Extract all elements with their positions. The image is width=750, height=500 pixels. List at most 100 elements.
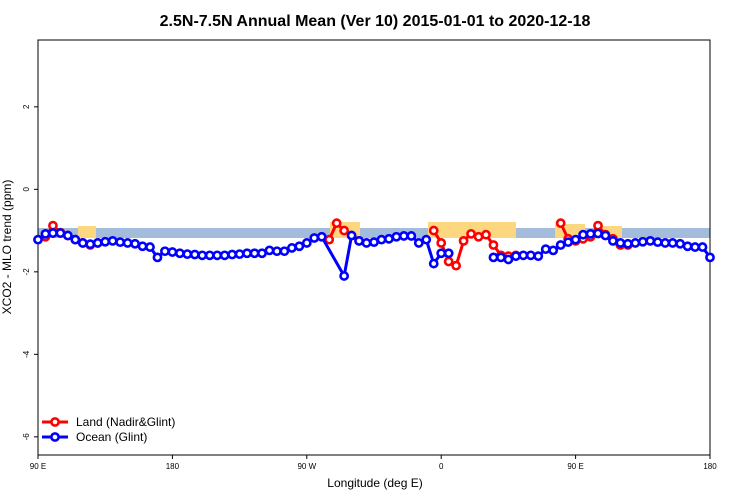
data-point bbox=[622, 238, 633, 249]
data-point bbox=[174, 248, 185, 259]
data-point bbox=[324, 234, 335, 245]
x-axis-label: Longitude (deg E) bbox=[327, 476, 422, 490]
x-tick-label: 90 E bbox=[30, 462, 46, 471]
data-point bbox=[563, 237, 574, 248]
data-point bbox=[339, 271, 350, 281]
data-point bbox=[242, 248, 252, 259]
data-point bbox=[40, 228, 51, 239]
x-tick-label: 180 bbox=[703, 462, 717, 471]
data-point bbox=[428, 258, 439, 269]
data-point bbox=[615, 238, 626, 248]
data-point bbox=[48, 220, 58, 231]
data-point bbox=[600, 230, 611, 241]
data-point bbox=[316, 231, 327, 242]
data-point bbox=[473, 231, 484, 242]
data-point bbox=[227, 249, 238, 260]
data-point bbox=[458, 235, 469, 246]
data-point bbox=[294, 241, 305, 252]
legend-marker bbox=[50, 432, 60, 442]
data-point bbox=[376, 234, 387, 245]
x-tick-label: 0 bbox=[439, 462, 444, 471]
data-point bbox=[234, 249, 245, 260]
data-point bbox=[443, 256, 454, 267]
data-point bbox=[55, 228, 66, 238]
land-strip bbox=[78, 226, 96, 238]
data-point bbox=[219, 250, 230, 261]
data-point bbox=[570, 234, 581, 245]
x-tick-label: 180 bbox=[166, 462, 180, 471]
data-point bbox=[137, 241, 148, 252]
data-point bbox=[555, 218, 566, 229]
legend-marker bbox=[50, 417, 60, 427]
data-point bbox=[85, 239, 96, 250]
data-point bbox=[466, 228, 476, 239]
data-point bbox=[77, 238, 88, 248]
data-point bbox=[451, 260, 462, 271]
x-tick-label: 90 W bbox=[297, 462, 316, 471]
data-point bbox=[645, 235, 656, 246]
data-point bbox=[630, 238, 641, 248]
data-point bbox=[533, 251, 544, 262]
data-point bbox=[264, 245, 275, 256]
chart-title: 2.5N-7.5N Annual Mean (Ver 10) 2015-01-0… bbox=[160, 13, 591, 30]
data-point bbox=[652, 237, 663, 248]
data-point bbox=[309, 233, 320, 243]
data-point bbox=[257, 248, 267, 259]
ocean-strip bbox=[38, 228, 710, 238]
data-point bbox=[593, 228, 603, 239]
data-point bbox=[503, 254, 514, 265]
data-point bbox=[525, 250, 536, 261]
data-point bbox=[33, 234, 43, 245]
data-point bbox=[361, 238, 372, 248]
y-tick-label: 0 bbox=[22, 187, 31, 192]
data-point bbox=[443, 248, 454, 259]
data-point bbox=[398, 231, 409, 241]
data-point bbox=[660, 238, 671, 248]
data-point bbox=[578, 229, 588, 240]
data-point bbox=[384, 233, 394, 244]
y-tick-label: -2 bbox=[22, 268, 31, 276]
data-point bbox=[122, 238, 133, 248]
data-point bbox=[682, 241, 693, 252]
data-point bbox=[406, 231, 417, 241]
data-point bbox=[496, 252, 506, 263]
data-point bbox=[182, 249, 193, 260]
data-point bbox=[279, 246, 290, 257]
data-point bbox=[436, 238, 447, 248]
data-point bbox=[167, 247, 178, 257]
data-point bbox=[391, 231, 402, 242]
y-tick-label: -6 bbox=[22, 433, 31, 441]
data-point bbox=[48, 228, 58, 238]
data-point bbox=[667, 238, 678, 248]
x-tick-label: 90 E bbox=[567, 462, 583, 471]
data-point bbox=[115, 237, 126, 248]
data-point bbox=[548, 245, 559, 256]
data-point bbox=[301, 238, 312, 248]
data-point bbox=[481, 229, 491, 240]
data-point bbox=[160, 246, 170, 257]
data-point bbox=[346, 230, 357, 241]
data-point bbox=[339, 225, 350, 236]
data-point bbox=[130, 238, 140, 249]
plot-frame bbox=[37, 39, 711, 456]
data-point bbox=[510, 251, 521, 262]
data-point bbox=[204, 250, 215, 261]
legend-label: Ocean (Glint) bbox=[76, 430, 147, 444]
data-point bbox=[518, 250, 529, 261]
data-point bbox=[488, 240, 499, 250]
data-point bbox=[637, 236, 648, 247]
data-point bbox=[70, 234, 81, 245]
data-point bbox=[608, 235, 618, 246]
data-point bbox=[436, 248, 447, 259]
y-axis-label: XCO2 - MLO trend (ppm) bbox=[0, 180, 14, 315]
data-point bbox=[107, 235, 118, 246]
y-tick-label: 2 bbox=[22, 104, 31, 109]
data-point bbox=[249, 248, 260, 259]
data-point bbox=[421, 234, 432, 245]
data-point bbox=[286, 243, 297, 253]
data-point bbox=[690, 242, 700, 252]
data-point bbox=[675, 238, 686, 249]
data-point bbox=[369, 237, 379, 248]
data-point bbox=[92, 238, 103, 248]
